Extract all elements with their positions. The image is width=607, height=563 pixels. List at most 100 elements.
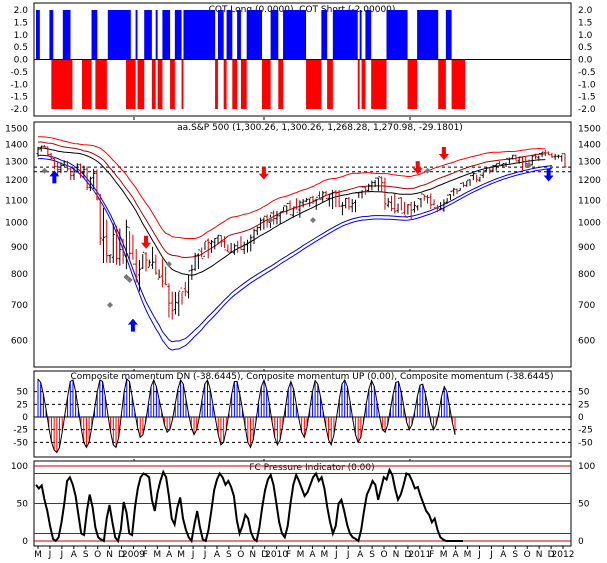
price-tick-right: 700 <box>578 301 595 311</box>
momentum-tick-right: 25 <box>578 400 589 410</box>
cot-tick-right: 0.0 <box>578 56 593 66</box>
x-tick-label: 2009 <box>122 550 145 559</box>
x-tick-label: J <box>191 550 195 559</box>
cot-long-bar <box>270 10 279 60</box>
cot-long-bar <box>246 10 262 60</box>
cot-tick-right: -2.0 <box>578 105 596 115</box>
x-tick-label: S <box>226 550 232 559</box>
x-tick-label: A <box>357 550 364 559</box>
cot-tick-right: 1.0 <box>578 31 593 41</box>
x-tick-label: J <box>203 550 207 559</box>
signal-diamond <box>123 273 130 280</box>
cot-tick-left: 0.0 <box>14 56 29 66</box>
x-tick-label: M <box>34 550 42 559</box>
fc-tick-left: 50 <box>17 500 29 510</box>
cot-tick-right: -1.0 <box>578 80 596 90</box>
x-tick-label: M <box>297 550 305 559</box>
x-tick-label: F <box>429 550 434 559</box>
x-tick-label: O <box>524 550 531 559</box>
price-tick-right: 1200 <box>578 176 601 186</box>
momentum-tick-left: 0 <box>22 413 28 423</box>
x-tick-label: N <box>536 550 543 559</box>
x-tick-label: S <box>83 550 89 559</box>
cot-short-bar <box>261 59 271 109</box>
price-tick-left: 600 <box>11 337 28 347</box>
x-tick-label: D <box>118 550 125 559</box>
fc-pressure-line <box>35 467 463 544</box>
band-moving-average <box>38 147 546 276</box>
x-tick-label: M <box>440 550 448 559</box>
signal-diamond <box>267 217 274 224</box>
x-tick-label: J <box>48 550 52 559</box>
signal-diamond <box>126 276 133 283</box>
x-tick-label: S <box>512 550 518 559</box>
momentum-tick-left: 25 <box>17 400 28 410</box>
cot-long-bar <box>183 10 216 60</box>
momentum-tick-left: -25 <box>13 426 28 436</box>
band-upper-band-1 <box>37 141 546 259</box>
x-tick-label: A <box>309 550 316 559</box>
price-tick-left: 1200 <box>5 176 28 186</box>
cot-short-bar <box>137 59 145 109</box>
cot-long-bar <box>217 10 224 60</box>
cot-short-bar <box>181 59 184 109</box>
price-tick-left: 900 <box>11 243 28 253</box>
x-tick-label: J <box>477 550 481 559</box>
cot-tick-left: -1.5 <box>10 93 28 103</box>
x-tick-label: M <box>464 550 472 559</box>
x-tick-label: J <box>346 550 350 559</box>
momentum-tick-right: -25 <box>578 426 593 436</box>
price-title: aa.S&P 500 (1,300.26, 1,300.26, 1,268.28… <box>177 123 463 133</box>
signal-diamond <box>309 217 316 224</box>
cot-short-bar <box>306 59 322 109</box>
cot-long-bar <box>107 10 131 60</box>
momentum-tick-right: -50 <box>578 438 593 448</box>
price-tick-right: 1300 <box>578 158 601 168</box>
band-lower-band-1 <box>37 154 552 343</box>
fc-title: FC Pressure Indicator (0.00) <box>249 463 374 473</box>
cot-short-bar <box>407 59 418 109</box>
cot-short-bar <box>357 59 360 109</box>
momentum-tick-right: 50 <box>578 388 590 398</box>
price-tick-right: 800 <box>578 270 595 280</box>
cot-long-bar <box>417 10 439 60</box>
cot-long-bar <box>283 10 307 60</box>
cot-short-bar <box>51 59 73 109</box>
sell-arrow-icon <box>141 235 152 249</box>
cot-short-bar <box>278 59 284 109</box>
price-tick-left: 1000 <box>5 218 28 228</box>
x-tick-label: A <box>500 550 507 559</box>
cot-short-bar <box>81 59 92 109</box>
price-tick-right: 1000 <box>578 218 601 228</box>
cot-tick-right: 1.5 <box>578 18 592 28</box>
cot-long-bar <box>49 10 54 60</box>
x-tick-label: J <box>489 550 493 559</box>
x-tick-label: 2010 <box>265 550 288 559</box>
x-tick-label: 2011 <box>408 550 431 559</box>
signal-diamond <box>525 162 532 169</box>
price-tick-left: 1100 <box>5 196 28 206</box>
price-tick-left: 800 <box>11 270 28 280</box>
x-tick-label: J <box>334 550 338 559</box>
momentum-tick-right: 0 <box>578 413 584 423</box>
cot-short-bar <box>223 59 227 109</box>
signal-diamond <box>41 167 48 174</box>
cot-long-bar <box>386 10 408 60</box>
cot-short-bar <box>95 59 107 109</box>
cot-long-bar <box>144 10 152 60</box>
band-lower-band-2 <box>37 157 552 351</box>
price-tick-left: 1500 <box>5 125 28 135</box>
cot-long-bar <box>321 10 328 60</box>
x-tick-label: D <box>261 550 268 559</box>
cot-long-bar <box>237 10 241 60</box>
cot-tick-left: 1.5 <box>14 18 28 28</box>
x-tick-label: N <box>249 550 256 559</box>
cot-long-bar <box>135 10 138 60</box>
x-tick-label: M <box>177 550 185 559</box>
momentum-title: Composite momentum DN (-38.6445), Compos… <box>71 372 554 382</box>
price-tick-right: 600 <box>578 337 595 347</box>
axis-layer: 2.0 2.0 1.5 1.5 1.0 1.0 0.5 0.5 0.0 0.0 -0.5 -0.5 -1… <box>5 6 601 560</box>
price-tick-right: 1500 <box>578 125 601 135</box>
price-tick-right: 1100 <box>578 196 601 206</box>
